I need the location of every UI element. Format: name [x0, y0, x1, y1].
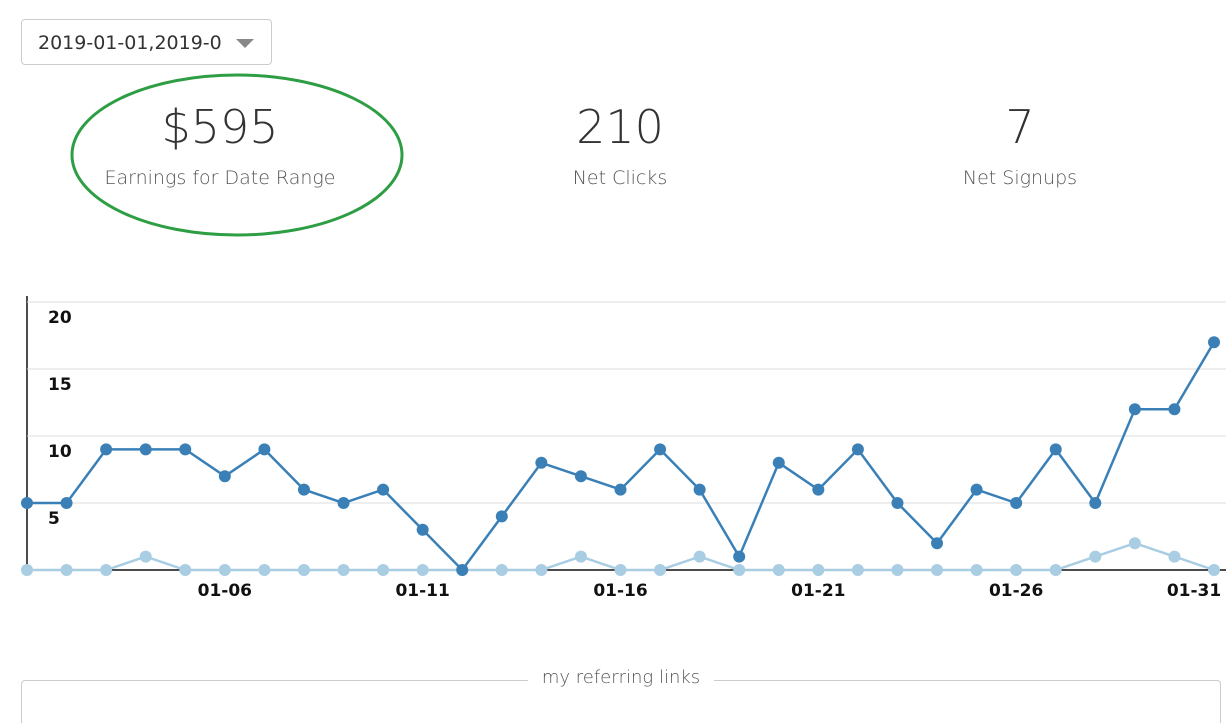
date-range-text: 2019-01-01,2019-0 [38, 32, 222, 54]
data-point [1208, 336, 1220, 349]
stat-clicks: 210 Net Clicks [420, 95, 820, 189]
x-tick-label: 01-16 [593, 581, 647, 601]
data-point [218, 564, 231, 576]
x-tick-label: 01-06 [198, 581, 252, 601]
data-point [733, 564, 746, 576]
data-point [693, 550, 706, 563]
data-point [179, 443, 192, 456]
data-point [1010, 564, 1023, 576]
stat-value: 7 [1005, 100, 1035, 154]
data-point [733, 550, 746, 563]
data-point [416, 523, 429, 536]
data-point [139, 443, 152, 456]
stat-label: Net Clicks [572, 167, 668, 189]
data-point [1049, 443, 1062, 456]
data-point [851, 443, 864, 456]
data-point [931, 564, 944, 576]
data-point [495, 564, 508, 576]
data-point [21, 497, 33, 509]
stat-value: 210 [576, 100, 664, 154]
data-point [1168, 403, 1181, 416]
data-point [654, 564, 667, 576]
data-point [21, 564, 33, 576]
data-point [1128, 403, 1141, 416]
data-point [851, 564, 864, 576]
data-point [931, 537, 944, 550]
data-point [574, 550, 587, 563]
data-point [1089, 497, 1102, 509]
data-point [337, 497, 350, 509]
stat-value: $595 [161, 100, 279, 154]
highlight-circle [70, 73, 404, 237]
data-point [337, 564, 350, 576]
stat-signups: 7 Net Signups [820, 95, 1220, 189]
data-point [970, 483, 983, 496]
data-point [377, 564, 390, 576]
data-point [495, 510, 508, 523]
series-line [27, 341, 1216, 572]
links-title: my referring links [527, 667, 715, 688]
data-point [258, 564, 271, 576]
data-point [654, 443, 667, 456]
data-point [1168, 550, 1181, 563]
data-point [377, 483, 390, 496]
data-point [693, 483, 706, 496]
data-point [60, 564, 73, 576]
y-tick-label: 10 [48, 442, 72, 462]
data-point [812, 564, 825, 576]
data-point [1208, 564, 1220, 576]
data-point [614, 483, 627, 496]
data-point [772, 456, 785, 469]
y-tick-label: 15 [48, 375, 72, 395]
data-point [535, 456, 548, 469]
data-point [139, 550, 152, 563]
data-point [1089, 550, 1102, 563]
data-point [258, 443, 271, 456]
data-point [416, 564, 429, 576]
data-point [812, 483, 825, 496]
data-point [100, 443, 113, 456]
x-tick-label: 01-26 [989, 581, 1043, 601]
stat-label: Earnings for Date Range [104, 167, 336, 189]
data-point [772, 564, 785, 576]
stat-label: Net Signups [962, 167, 1078, 189]
data-point [970, 564, 983, 576]
stat-earnings: $595 Earnings for Date Range [20, 95, 420, 189]
data-point [535, 564, 548, 576]
data-point [891, 497, 904, 509]
data-point [60, 497, 73, 509]
y-tick-label: 20 [48, 308, 72, 328]
data-point [297, 483, 310, 496]
x-tick-label: 01-21 [791, 581, 845, 601]
x-tick-label: 01-31 [1167, 581, 1221, 601]
date-range-dropdown[interactable]: 2019-01-01,2019-0 [21, 19, 272, 65]
x-tick-label: 01-11 [395, 581, 449, 601]
data-point [614, 564, 627, 576]
data-point [1010, 497, 1023, 509]
data-point [456, 564, 469, 576]
links-section: my referring links [21, 667, 1221, 723]
y-tick-label: 5 [48, 509, 60, 529]
data-point [891, 564, 904, 576]
data-point [1049, 564, 1062, 576]
data-point [574, 470, 587, 483]
dropdown-arrow [236, 39, 254, 48]
data-point [218, 470, 231, 483]
data-point [1128, 537, 1141, 550]
data-point [179, 564, 192, 576]
data-point [297, 564, 310, 576]
data-point [100, 564, 113, 576]
